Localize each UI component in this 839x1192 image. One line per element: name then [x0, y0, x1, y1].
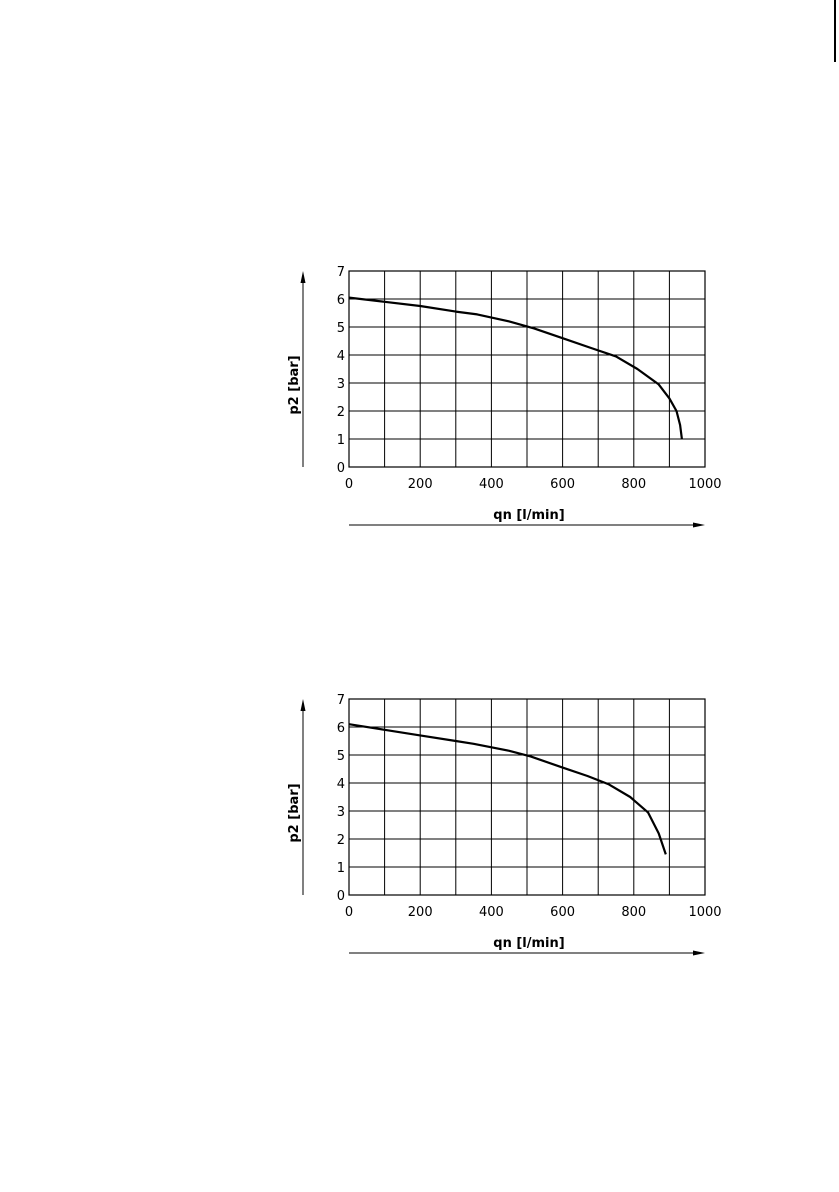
y-tick-label: 0 [337, 889, 345, 904]
series [348, 296, 683, 440]
pressure-flow-chart-bottom: 0 1 2 3 4 5 6 7 0 200 400 600 800 1000 p2 [bar] qn [… [270, 683, 740, 983]
x-tick-label: 1000 [688, 477, 721, 492]
x-tick-label: 400 [479, 905, 504, 920]
axis-arrows [300, 271, 705, 528]
grid [348, 698, 706, 896]
y-tick-label: 2 [337, 405, 345, 420]
x-tick-label: 0 [345, 905, 353, 920]
x-tick-label: 1000 [688, 905, 721, 920]
y-axis-label: p2 [bar] [287, 355, 302, 414]
y-tick-label: 3 [337, 377, 345, 392]
y-axis-arrowhead [300, 699, 306, 711]
y-tick-label: 0 [337, 461, 345, 476]
y-tick-label: 3 [337, 805, 345, 820]
x-tick-label: 600 [550, 477, 575, 492]
x-tick-label: 400 [479, 477, 504, 492]
y-tick-label: 7 [337, 265, 345, 280]
y-tick-label: 1 [337, 861, 345, 876]
y-axis-arrowhead [300, 271, 306, 283]
x-tick-label: 600 [550, 905, 575, 920]
x-tick-label: 0 [345, 477, 353, 492]
x-tick-label: 800 [621, 477, 646, 492]
x-ticks: 0 200 400 600 800 1000 [345, 905, 722, 920]
x-ticks: 0 200 400 600 800 1000 [345, 477, 722, 492]
y-tick-label: 5 [337, 749, 345, 764]
x-tick-label: 200 [408, 905, 433, 920]
x-axis-label: qn [l/min] [493, 508, 564, 523]
y-tick-label: 6 [337, 293, 345, 308]
axis-arrows [300, 699, 705, 956]
plot-border [348, 270, 706, 468]
y-tick-label: 4 [337, 349, 345, 364]
y-tick-label: 2 [337, 833, 345, 848]
x-tick-label: 800 [621, 905, 646, 920]
chart-svg: 0 1 2 3 4 5 6 7 0 200 400 600 800 1000 p2 [bar] qn [… [287, 693, 722, 956]
x-axis-arrowhead [693, 950, 705, 956]
y-ticks: 0 1 2 3 4 5 6 7 [337, 265, 345, 476]
pressure-flow-chart-top: 0 1 2 3 4 5 6 7 0 200 400 600 800 1000 p2 [bar] qn [… [270, 255, 740, 555]
y-axis-label: p2 [bar] [287, 783, 302, 842]
plot-frame [348, 270, 706, 468]
series-line [348, 723, 667, 855]
y-tick-label: 7 [337, 693, 345, 708]
y-tick-label: 4 [337, 777, 345, 792]
plot-border [348, 698, 706, 896]
y-tick-label: 5 [337, 321, 345, 336]
x-axis-label: qn [l/min] [493, 936, 564, 951]
series [348, 723, 667, 855]
series-line [348, 296, 683, 440]
plot-frame [348, 698, 706, 896]
y-tick-label: 1 [337, 433, 345, 448]
y-tick-label: 6 [337, 721, 345, 736]
y-ticks: 0 1 2 3 4 5 6 7 [337, 693, 345, 904]
x-axis-arrowhead [693, 522, 705, 528]
chart-svg: 0 1 2 3 4 5 6 7 0 200 400 600 800 1000 p2 [bar] qn [… [287, 265, 722, 528]
x-tick-label: 200 [408, 477, 433, 492]
grid [348, 270, 706, 468]
